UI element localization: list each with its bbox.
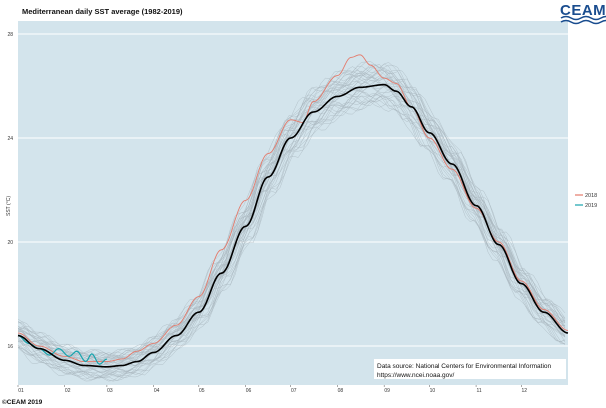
historical-year-line <box>17 94 566 379</box>
legend: 2018 2019 <box>575 193 597 209</box>
historical-year-line <box>17 70 566 362</box>
historical-year-line <box>17 63 566 359</box>
x-axis-ticks: 01 02 03 04 05 06 07 08 09 10 11 12 <box>17 385 528 394</box>
x-tick-label: 12 <box>522 388 528 394</box>
copyright-credit: ©CEAM 2019 <box>2 398 43 406</box>
x-tick-label: 01 <box>18 388 24 394</box>
x-tick-label: 07 <box>291 388 297 394</box>
logo-wave-icon <box>560 15 606 21</box>
historical-year-line <box>17 77 566 368</box>
source-note-line2: https://www.ncei.noaa.gov/ <box>377 372 455 379</box>
x-tick-label: 06 <box>246 388 252 394</box>
legend-label: 2019 <box>585 203 597 209</box>
ceam-logo: CEAM <box>560 2 606 25</box>
historical-year-line <box>17 100 566 382</box>
series-line-2018 <box>17 54 569 363</box>
y-axis-label: SST (°C) <box>6 196 12 216</box>
historical-year-line <box>17 61 566 356</box>
historical-years <box>17 61 566 382</box>
historical-year-line <box>17 100 566 382</box>
x-tick-label: 03 <box>107 388 113 394</box>
historical-year-line <box>17 85 566 372</box>
chart-title: Mediterranean daily SST average (1982-20… <box>22 7 183 16</box>
x-tick-label: 10 <box>430 388 436 394</box>
y-tick-label: 24 <box>7 136 13 142</box>
source-box <box>374 359 566 379</box>
x-tick-label: 08 <box>338 388 344 394</box>
logo-text: CEAM <box>560 2 606 19</box>
x-tick-label: 05 <box>199 388 205 394</box>
x-tick-label: 11 <box>476 388 481 394</box>
historical-year-line <box>17 95 566 379</box>
y-axis-ticks: 16 20 24 28 <box>7 32 13 350</box>
historical-year-line <box>17 92 566 378</box>
x-tick-label: 04 <box>154 388 160 394</box>
historical-year-line <box>17 67 566 361</box>
source-note-line1: Data source: National Centers for Enviro… <box>377 363 552 370</box>
climatology-line <box>17 83 569 368</box>
plot-background <box>18 21 568 385</box>
legend-label: 2018 <box>585 193 597 199</box>
x-tick-label: 09 <box>384 388 390 394</box>
logo-wave-icon-2 <box>560 19 606 25</box>
y-tick-label: 16 <box>7 344 13 350</box>
y-tick-label: 20 <box>7 240 13 246</box>
climatology-series <box>17 83 569 368</box>
historical-year-line <box>17 69 566 362</box>
x-tick-label: 02 <box>65 388 71 394</box>
y-tick-label: 28 <box>7 32 13 38</box>
historical-year-line <box>17 86 566 373</box>
